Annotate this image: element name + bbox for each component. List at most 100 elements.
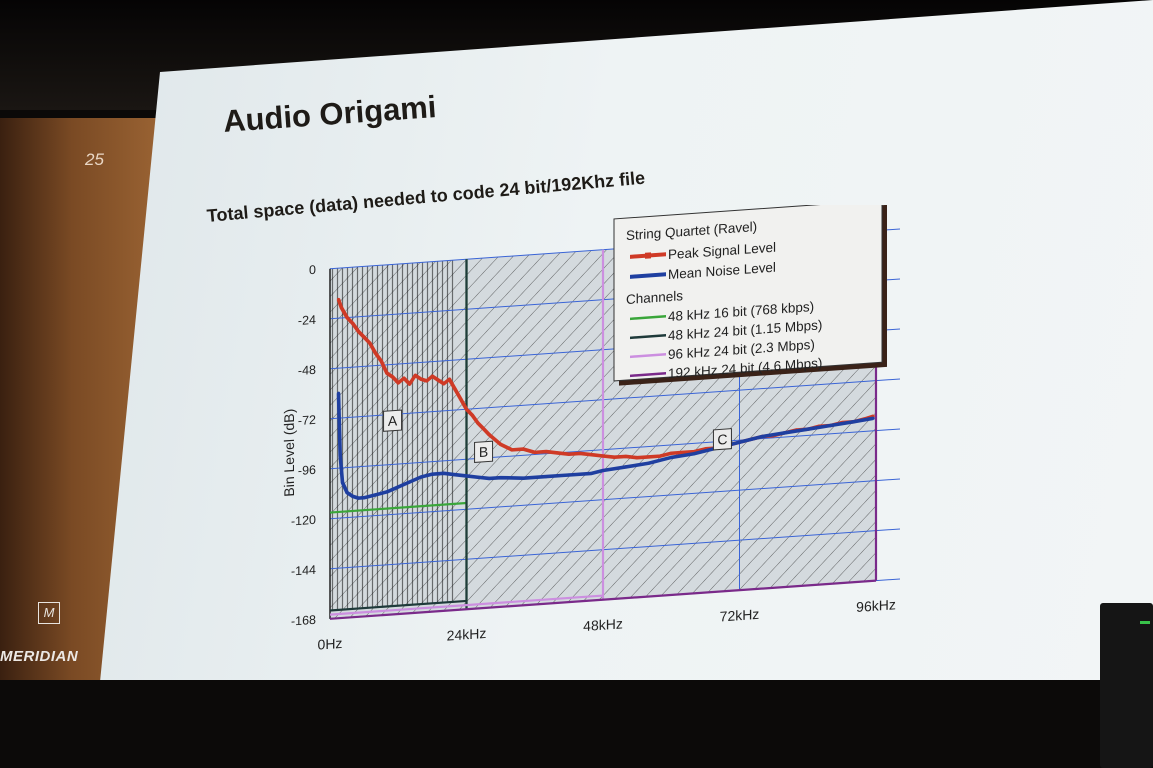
series-1-point-29 — [737, 440, 742, 444]
series-0-point-24 — [470, 413, 474, 417]
legend-channels-heading: Channels — [626, 288, 683, 307]
region-labels: A B C — [383, 409, 732, 463]
region-box-0 — [383, 409, 403, 432]
x-tick-label-2: 48kHz — [583, 615, 623, 634]
spectrum-chart: A B C 0 -24 -48 -72 -96 -120 -144 -168 0Hz 24kHz 48… — [281, 205, 900, 653]
y-tick-label-6: -144 — [291, 563, 316, 579]
grid-line-y-5 — [330, 478, 900, 520]
series-1-point-25 — [646, 461, 651, 465]
series-0-point-12 — [402, 376, 406, 380]
y-tick-label-2: -48 — [298, 363, 316, 378]
series-0-point-33 — [555, 451, 560, 455]
series-1-point-5 — [356, 496, 361, 500]
x-tick-label-4: 96kHz — [856, 596, 896, 615]
series-0-point-41 — [646, 455, 651, 459]
series-1-point-12 — [430, 472, 434, 476]
series-0-point-22 — [459, 397, 463, 401]
series-0-point-17 — [430, 374, 434, 378]
logo-wordmark: MERIDIAN — [0, 648, 79, 665]
legend: String Quartet (Ravel) Peak Signal Level… — [613, 205, 887, 386]
series-0-point-40 — [635, 456, 639, 460]
series-0-point-4 — [356, 329, 361, 334]
series-0-point-5 — [362, 335, 366, 339]
series-1-point-22 — [590, 471, 594, 476]
series-0-point-13 — [408, 382, 412, 386]
status-led — [1140, 621, 1150, 624]
series-0-point-25 — [476, 421, 480, 425]
legend-swatch-channel-2 — [630, 353, 666, 359]
region-label-1: B — [479, 444, 488, 461]
y-tick-label-5: -120 — [291, 513, 316, 529]
series-0-point-36 — [590, 453, 594, 457]
room-background-bottom — [0, 680, 1153, 768]
series-0-point-26 — [481, 427, 486, 431]
series-1-point-23 — [601, 468, 605, 473]
series-0-point-7 — [373, 351, 378, 355]
series-0-point-44 — [681, 450, 685, 455]
legend-box — [613, 205, 883, 382]
series-1-point-0 — [336, 391, 341, 395]
series-1-point-19 — [521, 476, 525, 480]
series-1-point-13 — [442, 471, 446, 475]
grid-line-y-3 — [330, 378, 900, 420]
series-0-point-20 — [447, 377, 452, 381]
y-tick-label-3: -72 — [298, 413, 316, 428]
series-0-point-19 — [442, 382, 446, 386]
y-tick-labels: 0 -24 -48 -72 -96 -120 -144 -168 — [291, 263, 316, 629]
series-1-point-10 — [408, 480, 412, 484]
region-box-1 — [474, 440, 494, 463]
series-1-point-9 — [396, 485, 400, 489]
series-0-point-21 — [453, 387, 457, 391]
y-tick-label-0: 0 — [309, 263, 316, 277]
channel-floor-1 — [330, 599, 467, 612]
series-0-point-6 — [368, 341, 372, 345]
series-0-point-0 — [336, 297, 341, 302]
series-1-point-21 — [567, 473, 571, 477]
series-0-point-16 — [425, 379, 429, 383]
series-1-point-30 — [760, 434, 764, 439]
series-0-point-38 — [612, 455, 616, 459]
series-0-point-31 — [533, 450, 537, 455]
series-1-point-24 — [624, 465, 628, 469]
region-label-2: C — [717, 431, 727, 448]
series-1-point-3 — [345, 491, 349, 495]
series-1-point-16 — [476, 475, 480, 479]
series-0-point-30 — [521, 447, 525, 451]
region-a-hatch — [330, 260, 455, 611]
slide-number: 25 — [85, 150, 104, 169]
series-1-point-26 — [669, 455, 673, 460]
series-0-point-34 — [567, 452, 571, 456]
grid-line-y-4 — [330, 428, 900, 470]
legend-swatch-noise — [630, 272, 666, 279]
series-1-point-17 — [487, 476, 491, 481]
series-0-point-27 — [487, 433, 491, 437]
grid-line-y-6 — [330, 528, 900, 570]
y-axis-label: Bin Level (dB) — [281, 408, 297, 497]
monitor-device — [1100, 603, 1153, 768]
logo-mark-icon: M — [38, 602, 60, 624]
series-0-point-9 — [385, 371, 389, 375]
y-tick-label-1: -24 — [298, 313, 316, 328]
x-tick-labels: 0Hz 24kHz 48kHz 72kHz 96kHz — [318, 596, 896, 652]
series-1-point-7 — [373, 493, 378, 497]
channel-floor-3 — [330, 579, 876, 620]
channel-floor-0 — [330, 501, 467, 514]
series-1-point-32 — [806, 427, 810, 431]
series-0-point-10 — [390, 375, 395, 379]
region-label-0: A — [388, 412, 398, 429]
legend-swatch-channel-3 — [630, 372, 666, 378]
series-0-point-15 — [419, 377, 423, 381]
channel-lines — [330, 230, 878, 620]
series-lines — [336, 297, 875, 500]
series-1-point-18 — [499, 476, 503, 480]
y-tick-label-7: -168 — [291, 613, 316, 629]
series-0-point-23 — [464, 407, 469, 411]
series-1-point-20 — [544, 475, 548, 479]
series-0-point-11 — [396, 381, 400, 385]
legend-marker-peak — [645, 252, 651, 259]
series-0-point-28 — [499, 442, 503, 446]
x-tick-label-1: 24kHz — [447, 625, 487, 644]
series-0-point-18 — [436, 378, 440, 382]
series-0-point-43 — [669, 451, 673, 455]
series-1-point-8 — [385, 490, 389, 494]
